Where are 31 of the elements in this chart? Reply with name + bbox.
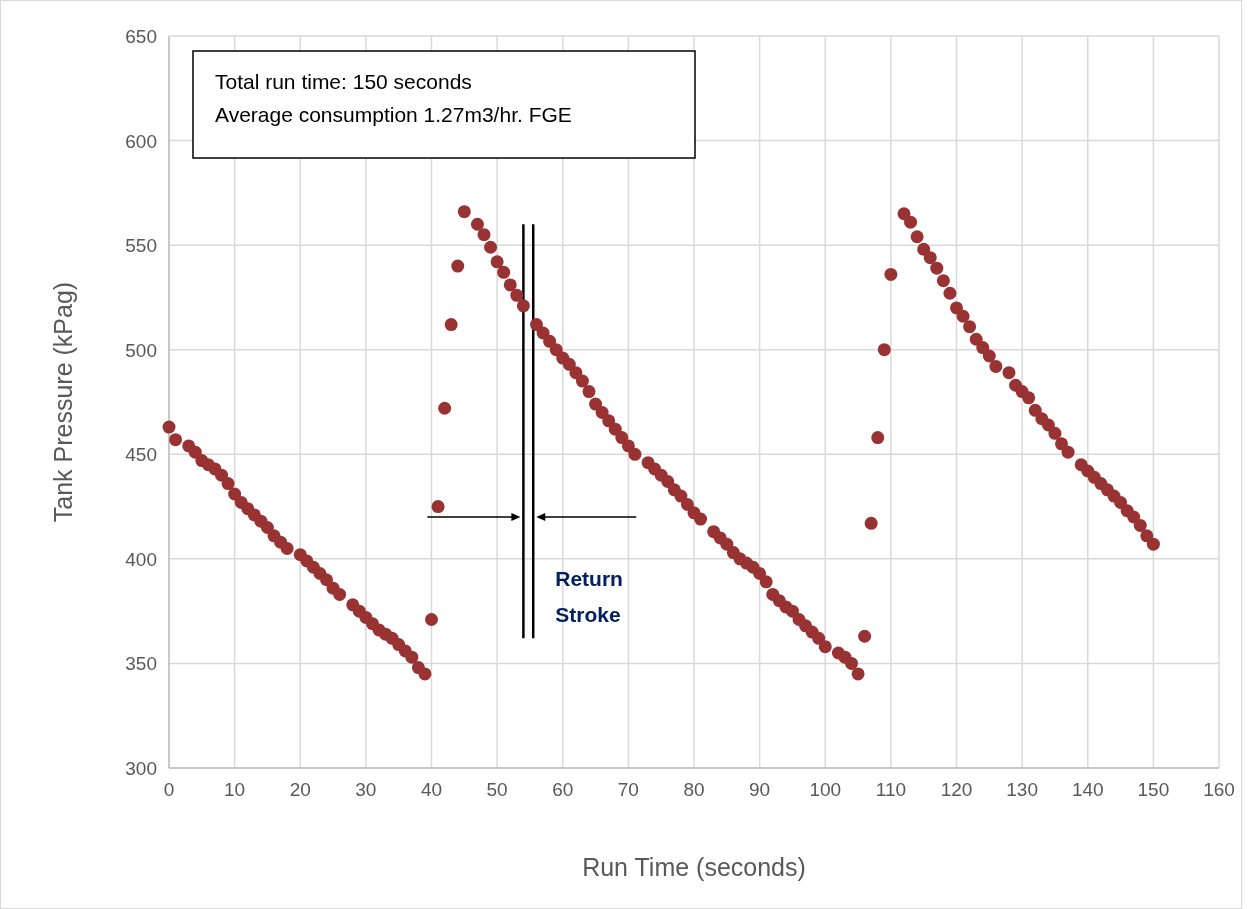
x-tick-label: 10 [224, 779, 246, 800]
x-tick-label: 90 [749, 779, 771, 800]
x-tick-label: 150 [1137, 779, 1170, 800]
y-tick-label: 350 [125, 653, 157, 675]
y-tick-label: 600 [125, 130, 157, 152]
text-box: Total run time: 150 seconds Average consumption 1.27m3/hr. FGE [192, 50, 696, 159]
x-tick-label: 20 [289, 779, 311, 800]
x-tick-label: 120 [940, 779, 973, 800]
y-tick-label: 400 [125, 548, 157, 570]
x-axis-title: Run Time (seconds) [582, 853, 806, 881]
x-tick-label: 0 [163, 779, 175, 800]
x-tick-label: 100 [809, 779, 842, 800]
y-tick-label: 500 [125, 339, 157, 361]
y-tick-label: 450 [125, 444, 157, 466]
x-tick-label: 130 [1006, 779, 1038, 800]
x-tick-label: 70 [617, 779, 639, 800]
x-tick-label: 160 [1203, 779, 1235, 800]
annotation: Average consumption 1.27m3/hr. FGE [215, 103, 572, 126]
x-tick-label: 110 [875, 779, 907, 800]
x-tick-label: 50 [486, 779, 508, 800]
x-tick-label: 40 [420, 779, 443, 800]
x-tick-label: 30 [355, 779, 377, 800]
annotation: Total run time: 150 seconds [215, 70, 472, 93]
y-tick-label: 650 [125, 26, 157, 47]
x-tick-label: 140 [1071, 779, 1104, 800]
y-axis-title: Tank Pressure (kPag) [49, 281, 77, 523]
y-tick-label: 300 [125, 758, 157, 779]
y-tick-label: 550 [125, 235, 157, 257]
annotation: Return Stroke [555, 567, 623, 627]
x-tick-label: 80 [683, 779, 705, 800]
x-tick-label: 60 [552, 779, 574, 800]
